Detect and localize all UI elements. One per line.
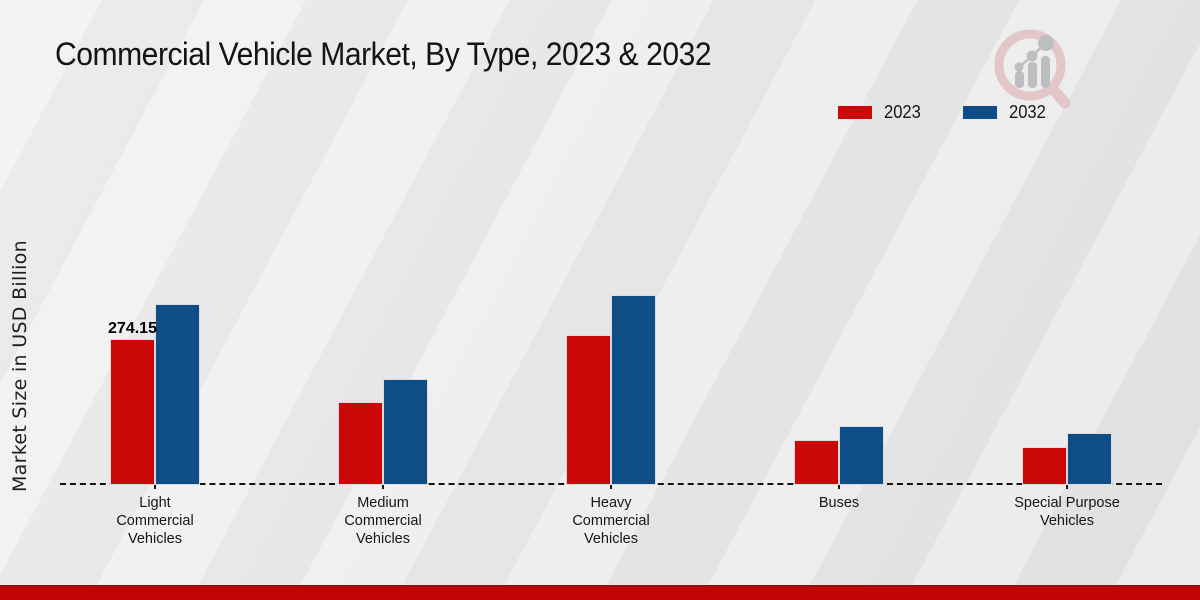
magnifier-icon: [994, 29, 1071, 109]
x-axis-tick: [610, 484, 612, 489]
bar-2023-heavy-commercial-vehicles: [566, 335, 611, 485]
chart-title: Commercial Vehicle Market, By Type, 2023…: [55, 36, 712, 72]
x-axis-label-light-commercial-vehicles: Light Commercial Vehicles: [116, 495, 194, 547]
growth-bars-icon: [1014, 35, 1054, 88]
bar-2023-special-purpose-vehicles: [1022, 447, 1067, 485]
bar-2023-buses: [794, 440, 839, 485]
legend-label-2032: 2032: [1009, 102, 1046, 122]
bar-2023-medium-commercial-vehicles: [338, 402, 383, 485]
legend-swatch-2023: [837, 105, 873, 120]
x-axis-label-buses: Buses: [818, 495, 860, 511]
bar-2023-light-commercial-vehicles: [110, 339, 155, 485]
legend-item-2032: 2032: [962, 102, 1049, 123]
legend-swatch-2032: [962, 105, 999, 120]
x-axis-tick: [1066, 484, 1068, 489]
legend-item-2023: 2023: [837, 102, 924, 123]
legend-label-2023: 2023: [884, 102, 921, 122]
market-research-magnifier-logo: [994, 29, 1071, 109]
x-axis-label-medium-commercial-vehicles: Medium Commercial Vehicles: [344, 495, 422, 547]
x-axis-tick: [154, 484, 156, 489]
bar-value-label: 274.15: [108, 320, 157, 337]
legend: 2023 2032: [837, 102, 1049, 123]
bar-2032-buses: [839, 426, 884, 485]
x-axis-label-special-purpose-vehicles: Special Purpose Vehicles: [1014, 495, 1120, 529]
footer-accent-band: [0, 585, 1200, 600]
bar-2032-heavy-commercial-vehicles: [611, 295, 656, 485]
bar-2032-special-purpose-vehicles: [1067, 433, 1112, 485]
bar-2032-medium-commercial-vehicles: [383, 379, 428, 485]
bar-2032-light-commercial-vehicles: [155, 304, 200, 485]
x-axis-tick: [382, 484, 384, 489]
x-axis-tick: [838, 484, 840, 489]
x-axis-label-heavy-commercial-vehicles: Heavy Commercial Vehicles: [572, 495, 650, 547]
